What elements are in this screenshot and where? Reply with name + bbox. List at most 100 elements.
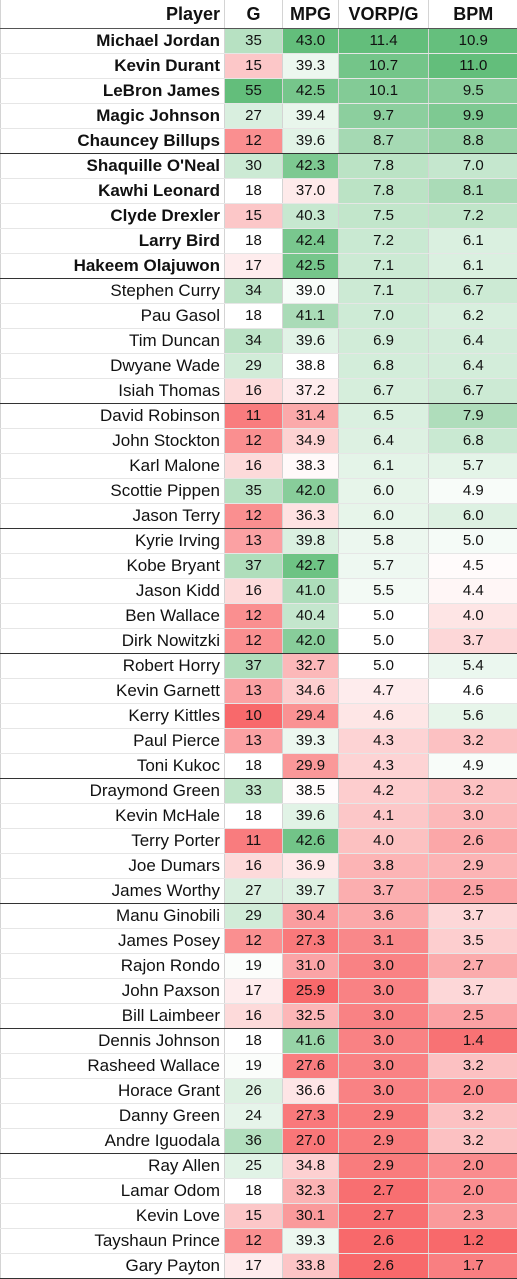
bpm-cell[interactable]: 9.5 — [429, 79, 517, 104]
mpg-cell[interactable]: 42.3 — [283, 154, 339, 179]
bpm-cell[interactable]: 2.3 — [429, 1204, 517, 1229]
bpm-cell[interactable]: 3.7 — [429, 979, 517, 1004]
bpm-cell[interactable]: 8.8 — [429, 129, 517, 154]
player-name-cell[interactable]: Gary Payton — [1, 1254, 225, 1279]
mpg-cell[interactable]: 39.6 — [283, 804, 339, 829]
vorp-cell[interactable]: 6.4 — [339, 429, 429, 454]
vorp-cell[interactable]: 5.8 — [339, 529, 429, 554]
vorp-cell[interactable]: 5.0 — [339, 654, 429, 679]
g-cell[interactable]: 11 — [225, 829, 283, 854]
g-cell[interactable]: 18 — [225, 229, 283, 254]
vorp-cell[interactable]: 5.7 — [339, 554, 429, 579]
player-name-cell[interactable]: Kevin Durant — [1, 54, 225, 79]
mpg-cell[interactable]: 42.0 — [283, 479, 339, 504]
bpm-cell[interactable]: 2.9 — [429, 854, 517, 879]
mpg-cell[interactable]: 32.7 — [283, 654, 339, 679]
player-name-cell[interactable]: Andre Iguodala — [1, 1129, 225, 1154]
bpm-cell[interactable]: 7.0 — [429, 154, 517, 179]
g-cell[interactable]: 12 — [225, 929, 283, 954]
mpg-cell[interactable]: 36.9 — [283, 854, 339, 879]
mpg-cell[interactable]: 39.7 — [283, 879, 339, 904]
player-name-cell[interactable]: Chauncey Billups — [1, 129, 225, 154]
g-cell[interactable]: 13 — [225, 729, 283, 754]
bpm-cell[interactable]: 6.1 — [429, 229, 517, 254]
g-cell[interactable]: 37 — [225, 654, 283, 679]
vorp-cell[interactable]: 6.9 — [339, 329, 429, 354]
bpm-cell[interactable]: 2.5 — [429, 879, 517, 904]
mpg-cell[interactable]: 42.5 — [283, 79, 339, 104]
mpg-cell[interactable]: 42.4 — [283, 229, 339, 254]
player-name-cell[interactable]: Kyrie Irving — [1, 529, 225, 554]
player-name-cell[interactable]: Kobe Bryant — [1, 554, 225, 579]
mpg-cell[interactable]: 30.1 — [283, 1204, 339, 1229]
bpm-cell[interactable]: 5.6 — [429, 704, 517, 729]
mpg-cell[interactable]: 37.0 — [283, 179, 339, 204]
mpg-cell[interactable]: 36.3 — [283, 504, 339, 529]
vorp-cell[interactable]: 2.9 — [339, 1129, 429, 1154]
player-name-cell[interactable]: Tim Duncan — [1, 329, 225, 354]
g-cell[interactable]: 55 — [225, 79, 283, 104]
mpg-cell[interactable]: 39.6 — [283, 329, 339, 354]
player-name-cell[interactable]: Dirk Nowitzki — [1, 629, 225, 654]
bpm-cell[interactable]: 3.2 — [429, 779, 517, 804]
g-cell[interactable]: 37 — [225, 554, 283, 579]
bpm-cell[interactable]: 3.2 — [429, 1104, 517, 1129]
bpm-cell[interactable]: 6.7 — [429, 279, 517, 304]
bpm-cell[interactable]: 8.1 — [429, 179, 517, 204]
mpg-cell[interactable]: 31.4 — [283, 404, 339, 429]
mpg-cell[interactable]: 39.0 — [283, 279, 339, 304]
bpm-cell[interactable]: 3.2 — [429, 729, 517, 754]
player-name-cell[interactable]: Toni Kukoc — [1, 754, 225, 779]
mpg-cell[interactable]: 37.2 — [283, 379, 339, 404]
vorp-cell[interactable]: 6.5 — [339, 404, 429, 429]
mpg-cell[interactable]: 39.6 — [283, 129, 339, 154]
bpm-cell[interactable]: 3.5 — [429, 929, 517, 954]
mpg-cell[interactable]: 34.9 — [283, 429, 339, 454]
vorp-cell[interactable]: 6.1 — [339, 454, 429, 479]
vorp-cell[interactable]: 2.9 — [339, 1154, 429, 1179]
mpg-cell[interactable]: 42.7 — [283, 554, 339, 579]
bpm-cell[interactable]: 3.2 — [429, 1054, 517, 1079]
vorp-cell[interactable]: 6.0 — [339, 504, 429, 529]
g-cell[interactable]: 18 — [225, 1029, 283, 1054]
vorp-cell[interactable]: 11.4 — [339, 29, 429, 54]
player-name-cell[interactable]: John Paxson — [1, 979, 225, 1004]
g-cell[interactable]: 12 — [225, 1229, 283, 1254]
player-name-cell[interactable]: Karl Malone — [1, 454, 225, 479]
mpg-cell[interactable]: 39.8 — [283, 529, 339, 554]
bpm-cell[interactable]: 4.9 — [429, 479, 517, 504]
player-name-cell[interactable]: Manu Ginobili — [1, 904, 225, 929]
g-cell[interactable]: 17 — [225, 254, 283, 279]
vorp-cell[interactable]: 3.0 — [339, 1054, 429, 1079]
bpm-cell[interactable]: 4.5 — [429, 554, 517, 579]
bpm-cell[interactable]: 6.4 — [429, 354, 517, 379]
mpg-cell[interactable]: 31.0 — [283, 954, 339, 979]
g-cell[interactable]: 17 — [225, 1254, 283, 1279]
player-name-cell[interactable]: Dwyane Wade — [1, 354, 225, 379]
vorp-cell[interactable]: 3.0 — [339, 979, 429, 1004]
vorp-cell[interactable]: 5.0 — [339, 604, 429, 629]
bpm-cell[interactable]: 4.4 — [429, 579, 517, 604]
player-name-cell[interactable]: Scottie Pippen — [1, 479, 225, 504]
bpm-cell[interactable]: 4.6 — [429, 679, 517, 704]
mpg-cell[interactable]: 29.4 — [283, 704, 339, 729]
player-name-cell[interactable]: Robert Horry — [1, 654, 225, 679]
g-cell[interactable]: 15 — [225, 54, 283, 79]
player-name-cell[interactable]: Paul Pierce — [1, 729, 225, 754]
mpg-cell[interactable]: 38.3 — [283, 454, 339, 479]
header-player[interactable]: Player — [1, 0, 225, 29]
mpg-cell[interactable]: 42.0 — [283, 629, 339, 654]
player-name-cell[interactable]: Shaquille O'Neal — [1, 154, 225, 179]
mpg-cell[interactable]: 25.9 — [283, 979, 339, 1004]
vorp-cell[interactable]: 3.8 — [339, 854, 429, 879]
mpg-cell[interactable]: 41.0 — [283, 579, 339, 604]
player-name-cell[interactable]: Dennis Johnson — [1, 1029, 225, 1054]
vorp-cell[interactable]: 8.7 — [339, 129, 429, 154]
player-name-cell[interactable]: Terry Porter — [1, 829, 225, 854]
player-name-cell[interactable]: Larry Bird — [1, 229, 225, 254]
g-cell[interactable]: 18 — [225, 804, 283, 829]
vorp-cell[interactable]: 6.0 — [339, 479, 429, 504]
g-cell[interactable]: 12 — [225, 504, 283, 529]
g-cell[interactable]: 34 — [225, 329, 283, 354]
g-cell[interactable]: 36 — [225, 1129, 283, 1154]
